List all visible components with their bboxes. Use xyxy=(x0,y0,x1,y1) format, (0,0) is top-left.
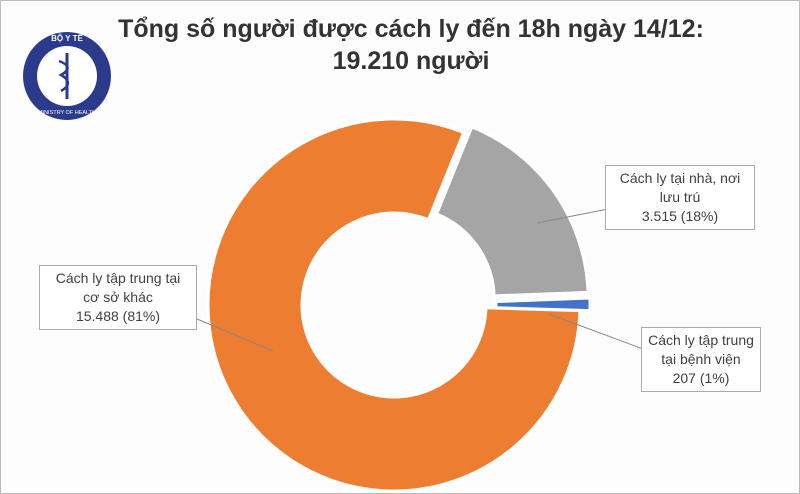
value-label: 3.515 (18%) xyxy=(641,208,719,224)
value-label: 207 (1%) xyxy=(672,370,730,386)
value-label: 15.488 (81%) xyxy=(75,308,161,324)
slice-label: Cách ly tại nhà, nơi lưu trú 3.515 (18%) xyxy=(605,165,755,230)
chart-title: Tổng số người được cách ly đến 18h ngày … xyxy=(118,15,704,43)
leader-line xyxy=(196,318,274,352)
logo: BỘ Y TẾ MINISTRY OF HEALTH xyxy=(23,32,111,120)
leader-line xyxy=(536,207,614,224)
slice-label: Cách ly tập trung tại bệnh viện 207 (1%) xyxy=(641,327,761,392)
donut-slice xyxy=(434,124,590,298)
category-label: Cách ly tập trung tại bệnh viện xyxy=(648,332,754,367)
chart-subtitle: 19.210 người xyxy=(332,47,490,75)
donut-slice xyxy=(206,117,582,493)
logo-top-text: BỘ Y TẾ xyxy=(51,33,83,43)
leader-line xyxy=(548,313,644,350)
logo-snake xyxy=(58,59,70,93)
category-label: Cách ly tại nhà, nơi lưu trú xyxy=(619,170,741,205)
category-label: Cách ly tập trung tại cơ sở khác xyxy=(55,270,181,305)
logo-bottom-text: MINISTRY OF HEALTH xyxy=(38,110,96,116)
slice-label: Cách ly tập trung tại cơ sở khác 15.488 (… xyxy=(39,265,197,330)
